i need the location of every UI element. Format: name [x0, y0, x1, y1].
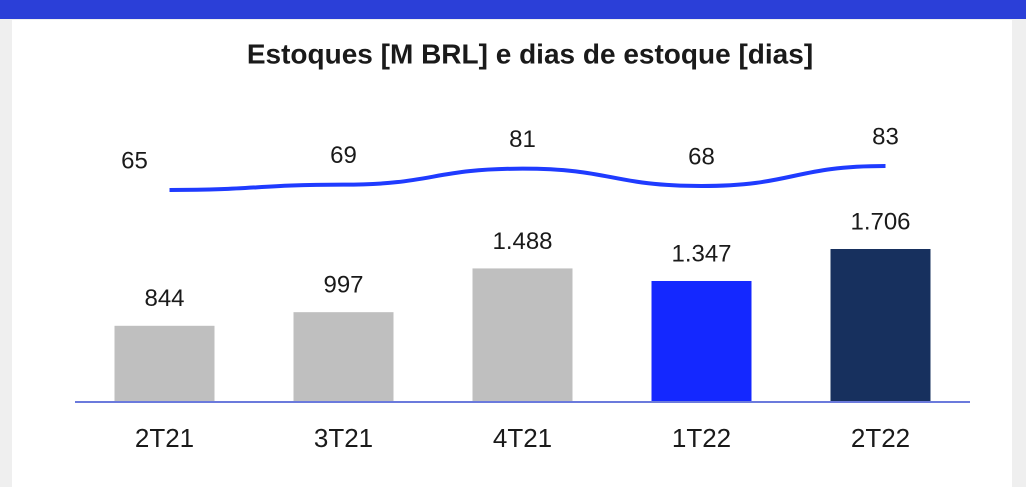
- x-tick-label: 3T21: [314, 423, 373, 453]
- x-tick-label: 2T22: [851, 423, 910, 453]
- line-value-label: 65: [121, 147, 148, 174]
- line-value-label: 83: [872, 123, 899, 150]
- bar-value-label: 1.347: [671, 240, 731, 267]
- bar: [114, 325, 215, 401]
- line-value-label: 81: [509, 126, 536, 153]
- bar: [651, 280, 752, 401]
- line-value-label: 68: [688, 143, 715, 170]
- bar: [293, 312, 394, 401]
- line-value-label: 69: [330, 142, 357, 169]
- line-series: [169, 164, 886, 192]
- x-tick-label: 1T22: [672, 423, 731, 453]
- chart-title: Estoques [M BRL] e dias de estoque [dias…: [247, 38, 813, 69]
- bar: [830, 249, 931, 401]
- x-tick-label: 4T21: [493, 423, 552, 453]
- bar-value-label: 1.488: [492, 228, 552, 255]
- bar-value-label: 997: [323, 272, 363, 299]
- x-tick-label: 2T21: [135, 423, 194, 453]
- bar-value-label: 1.706: [850, 208, 910, 235]
- bar: [472, 268, 573, 401]
- top-band: [0, 0, 1026, 19]
- bar-value-label: 844: [144, 285, 184, 312]
